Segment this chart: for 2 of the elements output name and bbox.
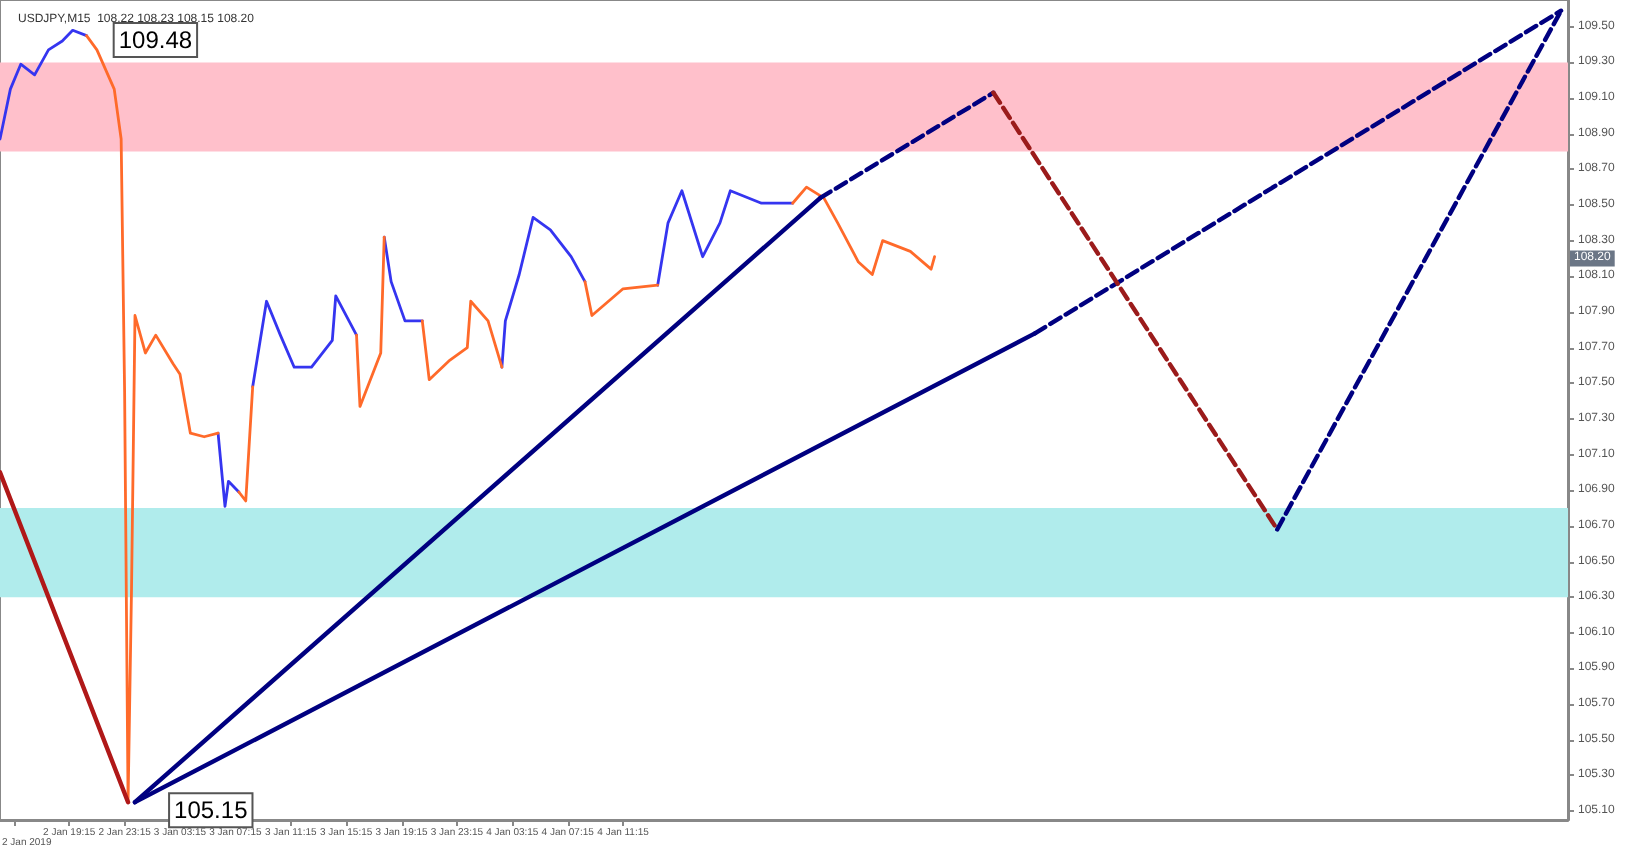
annotation: 105.15 — [174, 796, 249, 825]
annotation: 109.48 — [118, 26, 193, 54]
